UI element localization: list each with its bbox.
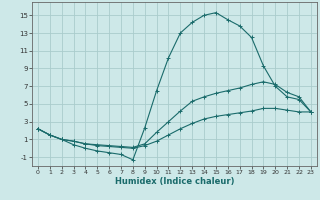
X-axis label: Humidex (Indice chaleur): Humidex (Indice chaleur) (115, 177, 234, 186)
